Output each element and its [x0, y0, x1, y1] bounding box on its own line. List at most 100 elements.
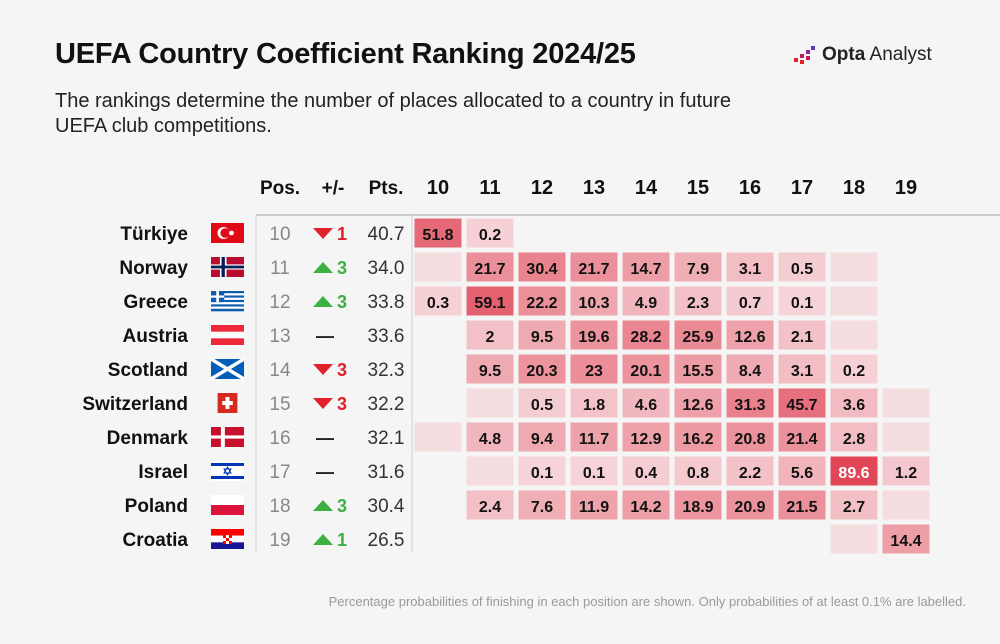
prob-label-switzerland-12: 0.5 — [531, 397, 553, 414]
country-label-croatia: Croatia — [123, 530, 189, 551]
change-switzerland: 3 — [337, 394, 347, 414]
prob-cell-israel-15 — [674, 456, 722, 486]
prob-cell-norway-17 — [778, 252, 826, 282]
prob-cell-austria-12 — [518, 320, 566, 350]
change-norway: 3 — [337, 258, 347, 278]
prob-label-austria-14: 28.2 — [630, 329, 661, 346]
brand-name: Opta Analyst — [822, 44, 932, 66]
switzerland-flag — [217, 393, 238, 413]
header-position-11: 11 — [479, 177, 500, 199]
prob-cell-denmark-17 — [778, 422, 826, 452]
prob-cell-switzerland-18 — [830, 388, 878, 418]
prob-cell-türkiye-11 — [466, 218, 514, 248]
prob-cell-switzerland-17 — [778, 388, 826, 418]
prob-label-denmark-11: 4.8 — [479, 431, 501, 448]
prob-cell-austria-16 — [726, 320, 774, 350]
prob-cell-denmark-12 — [518, 422, 566, 452]
prob-cell-norway-15 — [674, 252, 722, 282]
prob-label-poland-18: 2.7 — [843, 499, 865, 516]
turkey-flag — [211, 223, 244, 243]
prob-cell-greece-14 — [622, 286, 670, 316]
prob-label-greece-10: 0.3 — [427, 295, 449, 312]
prob-cell-norway-11 — [466, 252, 514, 282]
prob-cell-denmark-16 — [726, 422, 774, 452]
prob-cell-croatia-19 — [882, 524, 930, 554]
prob-cell-norway-13 — [570, 252, 618, 282]
scotland-flag — [210, 357, 245, 381]
prob-cell-scotland-11 — [466, 354, 514, 384]
prob-cell-greece-13 — [570, 286, 618, 316]
prob-label-israel-15: 0.8 — [687, 465, 709, 482]
prob-cell-norway-16 — [726, 252, 774, 282]
points-greece: 33.8 — [368, 292, 405, 313]
points-norway: 34.0 — [368, 258, 405, 279]
prob-cell-norway-12 — [518, 252, 566, 282]
header-position-16: 16 — [739, 177, 761, 199]
prob-label-switzerland-17: 45.7 — [786, 397, 817, 414]
prob-cell-israel-11 — [466, 456, 514, 486]
prob-label-israel-13: 0.1 — [583, 465, 605, 482]
points-croatia: 26.5 — [368, 530, 405, 551]
prob-label-denmark-12: 9.4 — [531, 431, 553, 448]
poland-flag — [211, 495, 244, 515]
header-position-15: 15 — [687, 177, 709, 199]
prob-label-greece-12: 22.2 — [526, 295, 557, 312]
prob-cell-austria-14 — [622, 320, 670, 350]
header-position-19: 19 — [895, 177, 917, 199]
prob-cell-greece-17 — [778, 286, 826, 316]
prob-label-israel-19: 1.2 — [895, 465, 917, 482]
brand-name-bold: Opta — [822, 44, 866, 65]
prob-cell-switzerland-11 — [466, 388, 514, 418]
opta-logo-icon — [794, 46, 815, 64]
country-label-norway: Norway — [119, 258, 188, 279]
position-greece: 12 — [269, 292, 290, 313]
prob-label-denmark-13: 11.7 — [579, 431, 609, 448]
prob-label-greece-14: 4.9 — [635, 295, 657, 312]
points-israel: 31.6 — [368, 462, 405, 483]
position-denmark: 16 — [269, 428, 290, 449]
prob-cell-switzerland-15 — [674, 388, 722, 418]
prob-cell-norway-18 — [830, 252, 878, 282]
header-position-18: 18 — [843, 177, 865, 199]
prob-cell-poland-15 — [674, 490, 722, 520]
points-switzerland: 32.2 — [368, 394, 405, 415]
prob-cell-austria-13 — [570, 320, 618, 350]
prob-cell-poland-19 — [882, 490, 930, 520]
up-arrow-icon — [313, 534, 333, 545]
prob-label-poland-16: 20.9 — [734, 499, 765, 516]
prob-cell-greece-12 — [518, 286, 566, 316]
prob-label-greece-13: 10.3 — [578, 295, 609, 312]
prob-label-denmark-14: 12.9 — [630, 431, 661, 448]
prob-label-poland-14: 14.2 — [630, 499, 661, 516]
prob-cell-poland-18 — [830, 490, 878, 520]
prob-label-greece-11: 59.1 — [474, 295, 505, 312]
prob-cell-austria-17 — [778, 320, 826, 350]
position-norway: 11 — [270, 258, 290, 279]
prob-label-croatia-19: 14.4 — [890, 533, 921, 550]
prob-label-switzerland-18: 3.6 — [843, 397, 865, 414]
prob-cell-austria-18 — [830, 320, 878, 350]
prob-label-israel-12: 0.1 — [531, 465, 553, 482]
prob-cell-switzerland-14 — [622, 388, 670, 418]
prob-label-switzerland-14: 4.6 — [635, 397, 657, 414]
prob-label-poland-15: 18.9 — [682, 499, 713, 516]
position-switzerland: 15 — [269, 394, 290, 415]
prob-cell-greece-18 — [830, 286, 878, 316]
points-denmark: 32.1 — [368, 428, 405, 449]
change-scotland: 3 — [337, 360, 347, 380]
chart-title: UEFA Country Coefficient Ranking 2024/25 — [55, 38, 636, 70]
prob-label-norway-16: 3.1 — [739, 261, 761, 278]
prob-label-norway-11: 21.7 — [474, 261, 505, 278]
prob-cell-scotland-15 — [674, 354, 722, 384]
prob-cell-scotland-14 — [622, 354, 670, 384]
up-arrow-icon — [313, 262, 333, 273]
prob-label-greece-17: 0.1 — [791, 295, 813, 312]
points-austria: 33.6 — [368, 326, 405, 347]
prob-cell-greece-11 — [466, 286, 514, 316]
footnote: Percentage probabilities of finishing in… — [328, 594, 966, 609]
prob-label-denmark-15: 16.2 — [682, 431, 713, 448]
prob-cell-denmark-18 — [830, 422, 878, 452]
prob-label-scotland-14: 20.1 — [630, 363, 661, 380]
prob-cell-norway-10 — [414, 252, 462, 282]
